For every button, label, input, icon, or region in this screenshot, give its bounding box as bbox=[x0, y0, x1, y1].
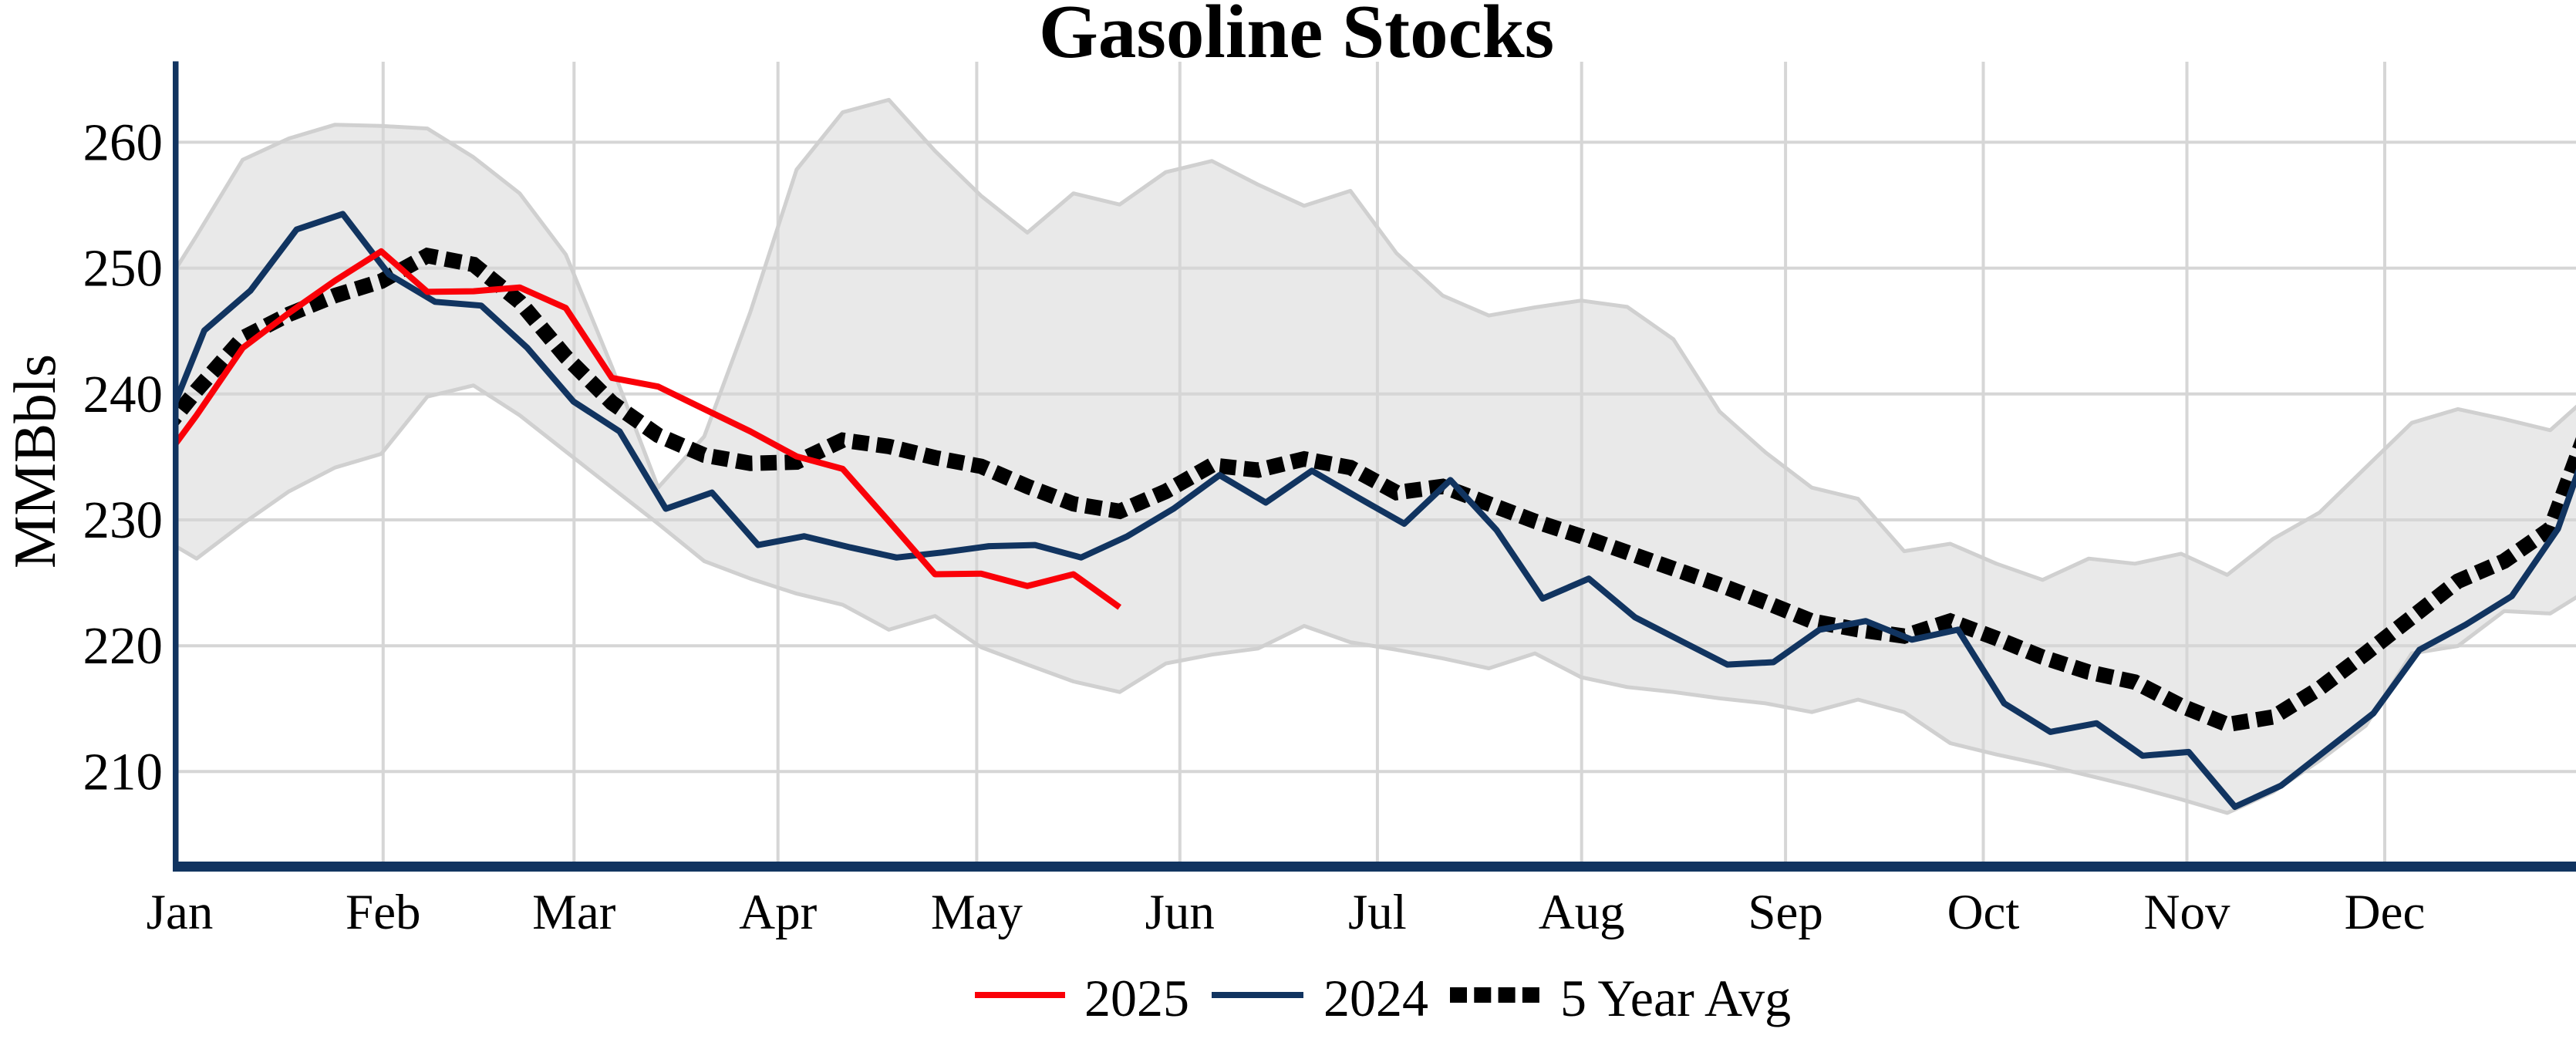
svg-text:Jun: Jun bbox=[1145, 885, 1215, 940]
svg-text:250: 250 bbox=[83, 239, 164, 298]
svg-text:Jul: Jul bbox=[1348, 885, 1407, 940]
svg-text:Oct: Oct bbox=[1947, 885, 2020, 940]
svg-text:210: 210 bbox=[83, 742, 164, 801]
svg-text:Sep: Sep bbox=[1748, 885, 1823, 940]
svg-text:220: 220 bbox=[83, 616, 164, 675]
svg-text:230: 230 bbox=[83, 491, 164, 549]
svg-text:Nov: Nov bbox=[2144, 885, 2230, 940]
svg-text:Mar: Mar bbox=[532, 885, 616, 940]
svg-text:Aug: Aug bbox=[1539, 885, 1625, 940]
svg-text:Jan: Jan bbox=[147, 885, 214, 940]
svg-text:2024: 2024 bbox=[1323, 969, 1428, 1027]
svg-text:Dec: Dec bbox=[2345, 885, 2426, 940]
svg-text:May: May bbox=[931, 885, 1023, 940]
svg-text:Apr: Apr bbox=[739, 885, 817, 940]
svg-text:MMBbls: MMBbls bbox=[2, 354, 68, 568]
svg-text:2025: 2025 bbox=[1084, 969, 1189, 1027]
svg-text:5 Year Avg: 5 Year Avg bbox=[1560, 969, 1791, 1027]
svg-text:Gasoline Stocks: Gasoline Stocks bbox=[1039, 0, 1554, 74]
svg-text:240: 240 bbox=[83, 365, 164, 423]
svg-text:Feb: Feb bbox=[346, 885, 421, 940]
svg-text:260: 260 bbox=[83, 113, 164, 171]
